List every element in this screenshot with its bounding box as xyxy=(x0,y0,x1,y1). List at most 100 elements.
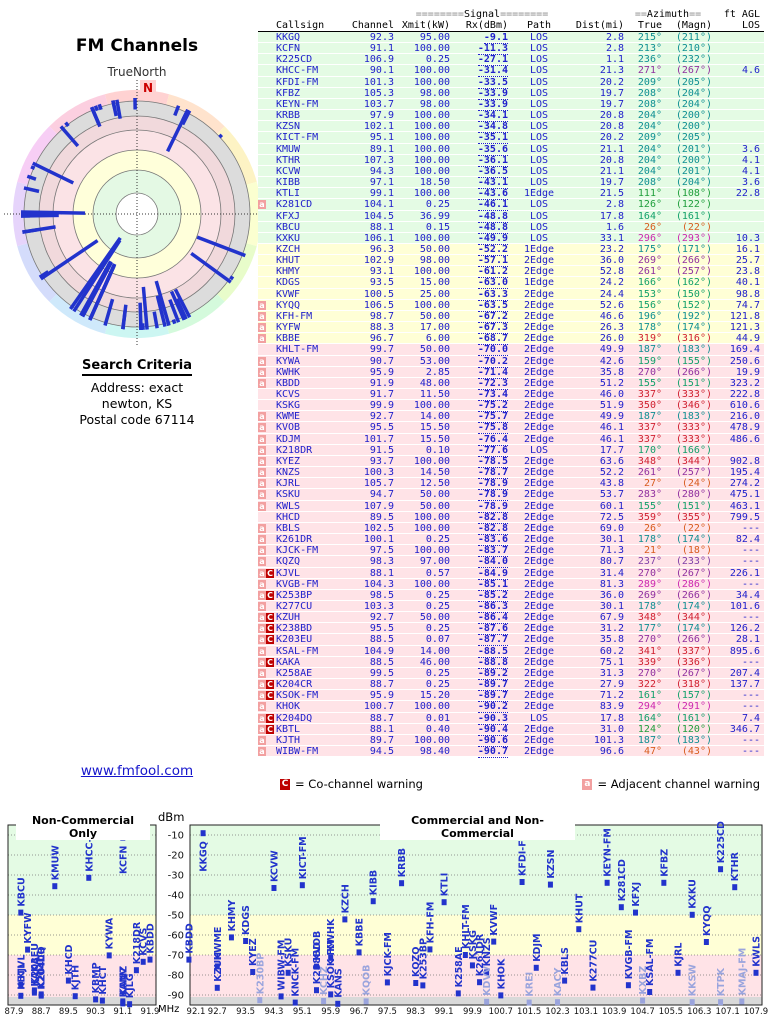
los-cell: 126.2 xyxy=(729,623,760,635)
rx-value-link[interactable]: -78.5 xyxy=(477,455,508,468)
mhz-tick-label: 90.3 xyxy=(86,1007,105,1017)
rx-value-link[interactable]: -33.9 xyxy=(477,87,508,100)
channel-cell: 88.1 xyxy=(369,221,394,233)
rx-value-link[interactable]: -48.8 xyxy=(477,210,508,223)
dist-cell: 69.0 xyxy=(599,522,624,534)
azimuth-magn-cell: (333°) xyxy=(675,389,712,400)
rx-value-link[interactable]: -78.9 xyxy=(477,500,508,513)
rx-value-link[interactable]: -33.5 xyxy=(477,76,508,89)
rx-value-link[interactable]: -90.6 xyxy=(477,734,508,747)
callsign-cell: KWME xyxy=(276,411,301,423)
rx-value-link[interactable]: -84.9 xyxy=(477,567,508,580)
rx-value-link[interactable]: -43.6 xyxy=(477,188,508,201)
rx-value-link[interactable]: -48.8 xyxy=(477,221,508,234)
rx-value-link[interactable]: -36.5 xyxy=(477,165,508,178)
rx-value-link[interactable]: -63.0 xyxy=(477,277,508,290)
rx-value-link[interactable]: -36.1 xyxy=(477,154,508,167)
rx-value-link[interactable]: -75.8 xyxy=(477,422,508,435)
dbm-tick-label: -30 xyxy=(168,871,184,882)
rx-value-link[interactable]: -35.1 xyxy=(477,132,508,145)
rx-value-link[interactable]: -46.1 xyxy=(477,199,508,212)
rx-value-link[interactable]: -88.8 xyxy=(477,656,508,669)
rx-value-link[interactable]: -86.4 xyxy=(477,612,508,625)
dist-cell: 67.9 xyxy=(599,612,624,624)
rx-value-link[interactable]: -27.1 xyxy=(477,54,508,67)
rx-value-link[interactable]: -87.7 xyxy=(477,634,508,647)
rx-value-link[interactable]: -76.4 xyxy=(477,433,508,446)
azimuth-magn-cell: (293°) xyxy=(675,232,712,244)
rx-value-link[interactable]: -72.3 xyxy=(477,377,508,390)
station-signal-bar xyxy=(321,998,327,1004)
station-callsign-label: WIBW-FM xyxy=(277,940,288,991)
rx-value-link[interactable]: -85.2 xyxy=(477,589,508,602)
rx-value-link[interactable]: -84.0 xyxy=(477,556,508,569)
rx-value-link[interactable]: -87.6 xyxy=(477,623,508,636)
rx-value-link[interactable]: -86.3 xyxy=(477,600,508,613)
rx-value-link[interactable]: -82.8 xyxy=(477,511,508,524)
rx-value-link[interactable]: -70.0 xyxy=(477,344,508,357)
rx-value-link[interactable]: -43.1 xyxy=(477,177,508,190)
rx-value-link[interactable]: -68.7 xyxy=(477,333,508,346)
rx-value-link[interactable]: -61.2 xyxy=(477,266,508,279)
rx-value-link[interactable]: -77.6 xyxy=(477,444,508,457)
azimuth-true-cell: 187° xyxy=(637,411,662,423)
rx-value-link[interactable]: -73.4 xyxy=(477,389,508,401)
rx-value-link[interactable]: -75.2 xyxy=(477,400,508,413)
rx-value-link[interactable]: -9.1 xyxy=(483,32,508,44)
fmfool-link[interactable]: www.fmfool.com xyxy=(80,763,194,779)
rx-value-link[interactable]: -31.4 xyxy=(477,65,508,78)
channel-cell: 99.1 xyxy=(369,188,394,200)
callsign-cell: KJCK-FM xyxy=(276,545,319,557)
rx-value-link[interactable]: -89.2 xyxy=(477,667,508,680)
rx-value-link[interactable]: -63.5 xyxy=(477,299,508,312)
rx-value-link[interactable]: -89.7 xyxy=(477,679,508,692)
rx-value-link[interactable]: -88.5 xyxy=(477,645,508,658)
xmit-cell: 15.50 xyxy=(419,422,450,434)
rx-value-link[interactable]: -49.9 xyxy=(477,232,508,245)
rx-value-link[interactable]: -83.7 xyxy=(477,545,508,558)
station-signal-bar xyxy=(675,969,681,976)
azimuth-true-cell: 208° xyxy=(637,98,662,110)
adjacent-warning-badge: a xyxy=(258,579,266,589)
callsign-cell: KHCC-FM xyxy=(276,65,319,77)
rx-value-link[interactable]: -78.9 xyxy=(477,478,508,491)
rx-value-link[interactable]: -63.3 xyxy=(477,288,508,301)
azimuth-true-cell: 322° xyxy=(637,679,662,691)
azimuth-true-cell: 261° xyxy=(637,467,662,479)
rx-value-link[interactable]: -90.3 xyxy=(477,712,508,725)
rx-value-link[interactable]: -83.6 xyxy=(477,534,508,547)
rx-cell: -78.7 xyxy=(450,467,508,480)
co-channel-warning-badge: C xyxy=(266,568,274,578)
rx-value-link[interactable]: -75.7 xyxy=(477,411,508,424)
rx-cell: -77.6 xyxy=(450,444,508,457)
rx-value-link[interactable]: -90.7 xyxy=(477,746,508,758)
rx-value-link[interactable]: -89.7 xyxy=(477,690,508,703)
xmit-cell: 50.00 xyxy=(419,612,450,624)
rx-cell: -61.2 xyxy=(450,266,508,279)
rx-value-link[interactable]: -11.3 xyxy=(477,43,508,56)
path-cell: 2Edge xyxy=(523,723,555,735)
rx-value-link[interactable]: -52.2 xyxy=(477,243,508,256)
rx-value-link[interactable]: -85.1 xyxy=(477,578,508,591)
rx-value-link[interactable]: -67.2 xyxy=(477,310,508,323)
rx-value-link[interactable]: -70.2 xyxy=(477,355,508,368)
rx-value-link[interactable]: -82.8 xyxy=(477,522,508,535)
rx-cell: -78.5 xyxy=(450,455,508,468)
rx-value-link[interactable]: -34.1 xyxy=(477,110,508,123)
azimuth-true-cell: 187° xyxy=(637,344,662,356)
azimuth-true-cell: 215° xyxy=(637,32,662,43)
rx-value-link[interactable]: -78.9 xyxy=(477,489,508,502)
rx-value-link[interactable]: -90.4 xyxy=(477,723,508,736)
rx-value-link[interactable]: -33.9 xyxy=(477,98,508,111)
rx-value-link[interactable]: -71.4 xyxy=(477,366,508,379)
rx-value-link[interactable]: -67.3 xyxy=(477,322,508,335)
xmit-cell: 48.00 xyxy=(419,377,450,389)
rx-value-link[interactable]: -35.6 xyxy=(477,143,508,156)
rx-value-link[interactable]: -78.7 xyxy=(477,467,508,480)
rx-value-link[interactable]: -34.8 xyxy=(477,121,508,134)
azimuth-magn-cell: (204°) xyxy=(675,98,712,110)
rx-value-link[interactable]: -90.2 xyxy=(477,701,508,714)
channel-cell: 107.9 xyxy=(363,500,394,512)
rx-value-link[interactable]: -57.1 xyxy=(477,255,508,268)
